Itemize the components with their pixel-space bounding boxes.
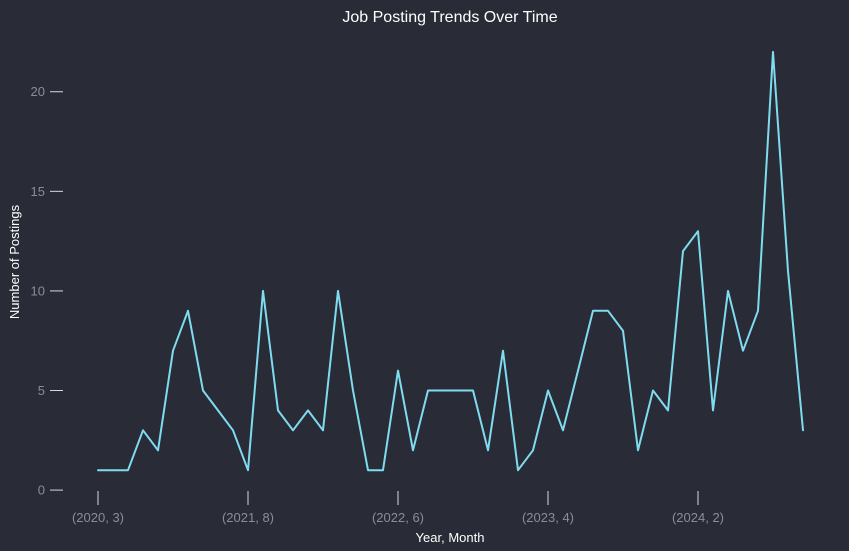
x-axis: (2020, 3) (2021, 8) (2022, 6) (2023, 4) (202… [72,491,724,525]
x-tick-label: (2021, 8) [222,510,274,525]
x-tick-label: (2022, 6) [372,510,424,525]
x-tick-label: (2024, 2) [672,510,724,525]
x-axis-label: Year, Month [416,530,485,545]
y-tick-label: 20 [31,84,45,99]
series-line [97,50,804,472]
y-axis-label: Number of Postings [7,204,22,319]
y-tick-label: 0 [38,483,45,498]
y-tick-label: 15 [31,184,45,199]
y-tick-label: 10 [31,283,45,298]
chart-title: Job Posting Trends Over Time [342,9,557,26]
y-axis: 0 5 10 15 20 [31,84,63,498]
plot-area [97,50,804,472]
x-tick-label: (2023, 4) [522,510,574,525]
x-tick-label: (2020, 3) [72,510,124,525]
y-tick-label: 5 [38,383,45,398]
